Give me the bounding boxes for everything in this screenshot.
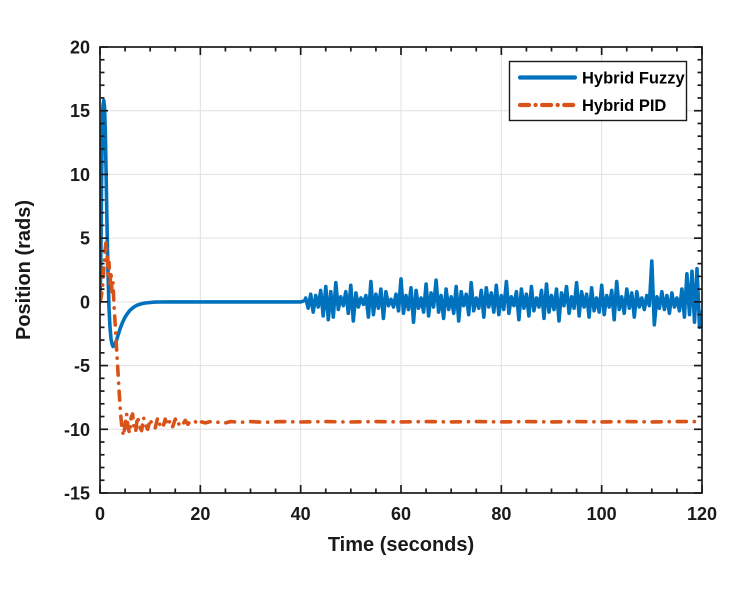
x-tick-label: 100: [587, 504, 617, 524]
y-axis-label: Position (rads): [13, 200, 35, 340]
legend-label-hybrid-pid: Hybrid PID: [582, 97, 666, 115]
legend-box: [508, 60, 688, 122]
legend-label-hybrid-fuzzy: Hybrid Fuzzy: [582, 70, 685, 88]
tick-labels: 0 20 40 60 80 100 120 -15 -10 -5 0 5 10 15 20: [64, 38, 717, 525]
y-tick-label: -5: [74, 356, 90, 376]
series-line-hybrid-fuzzy: [100, 98, 702, 349]
x-tick-label: 20: [190, 504, 210, 524]
y-tick-label: -15: [64, 484, 90, 504]
x-tick-label: 0: [95, 504, 105, 524]
y-tick-label: 10: [70, 165, 90, 185]
y-tick-label: 15: [70, 101, 90, 121]
plot-series: [100, 98, 702, 438]
x-tick-label: 60: [391, 504, 411, 524]
x-axis-label: Time (seconds): [328, 534, 474, 556]
legend: Hybrid Fuzzy Hybrid PID: [508, 60, 688, 122]
series-line-hybrid-pid: [100, 240, 702, 438]
x-tick-label: 120: [687, 504, 717, 524]
x-tick-label: 80: [491, 504, 511, 524]
y-tick-label: -10: [64, 420, 90, 440]
x-tick-label: 40: [291, 504, 311, 524]
y-tick-label: 0: [80, 292, 90, 312]
axes-box-and-ticks: [99, 46, 703, 494]
y-tick-label: 5: [80, 229, 90, 249]
y-tick-label: 20: [70, 38, 90, 58]
